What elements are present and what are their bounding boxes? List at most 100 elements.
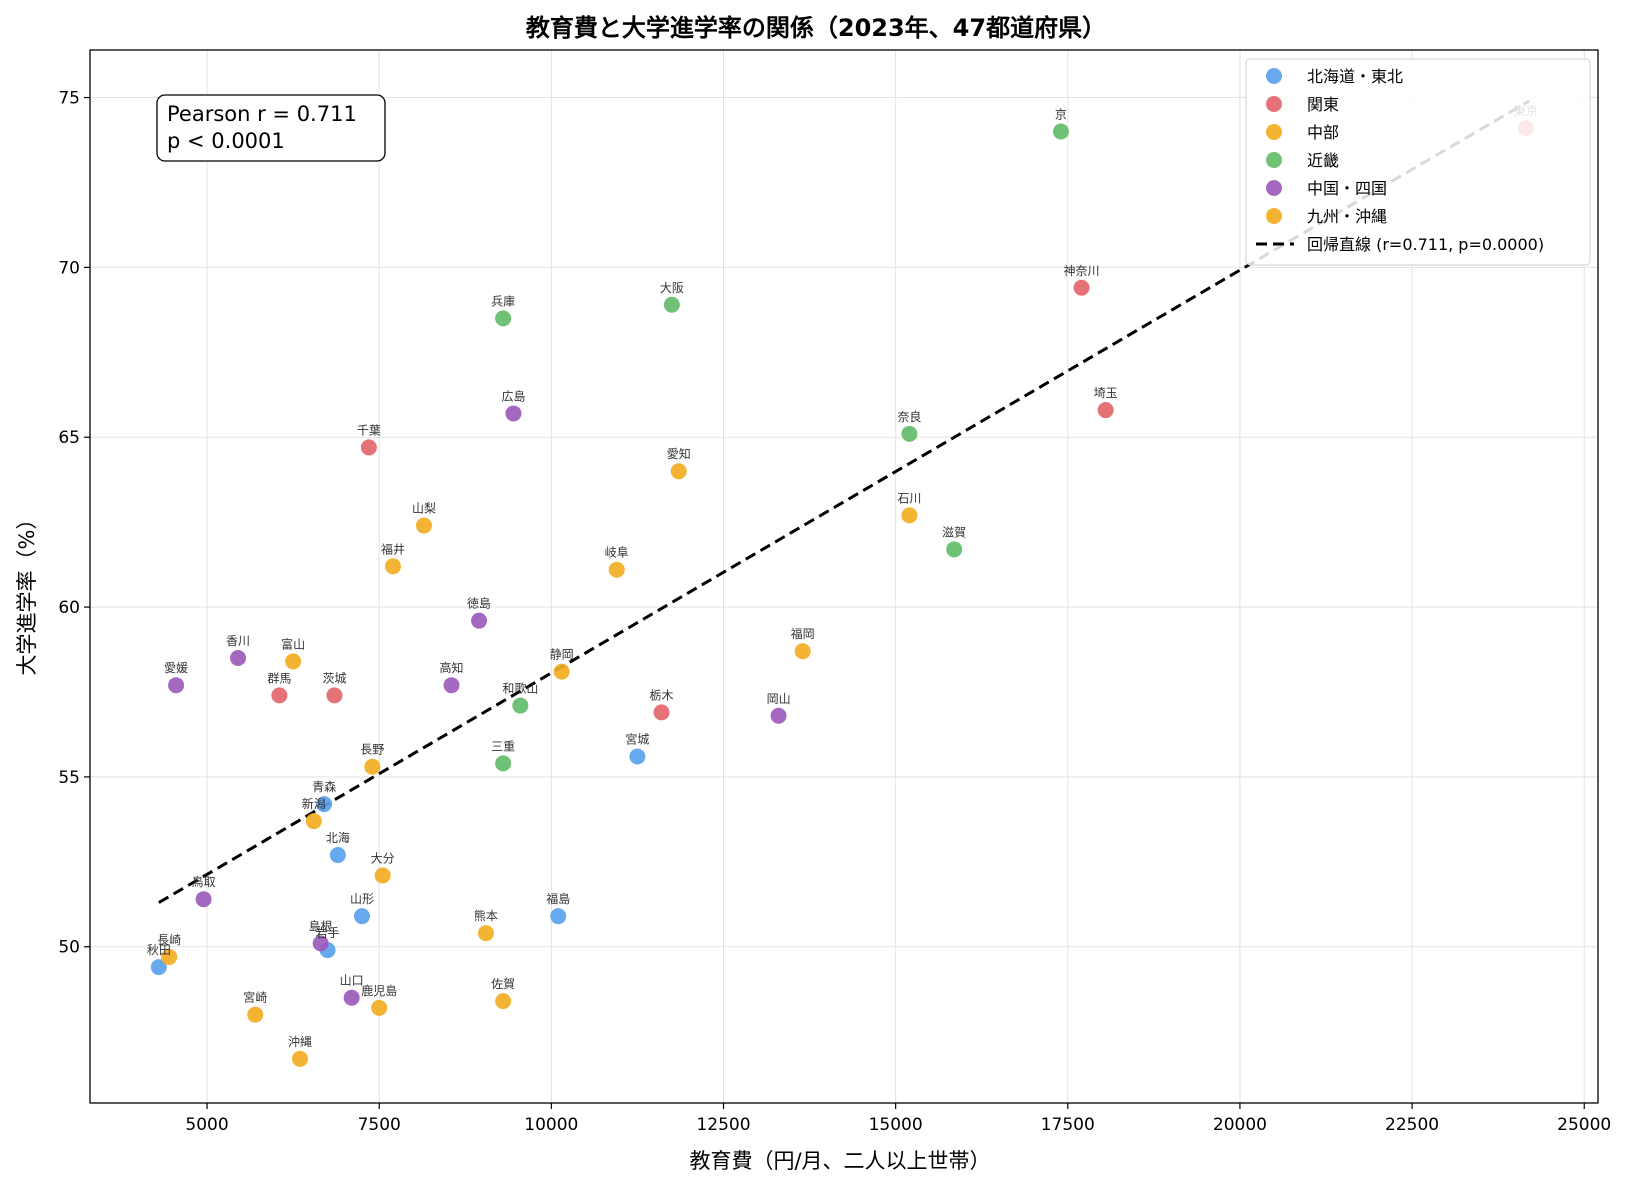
- point-label: 鳥取: [192, 874, 216, 889]
- point-label: 福島: [546, 891, 570, 906]
- data-point: [1052, 123, 1069, 140]
- legend-entry: 中国・四国: [1307, 179, 1387, 198]
- data-point: [360, 439, 377, 456]
- point-label: 大分: [371, 851, 395, 865]
- x-tick-label: 20000: [1213, 1115, 1267, 1135]
- data-point: [329, 847, 346, 864]
- regression-layer: [158, 99, 1530, 904]
- x-tick-label: 5000: [185, 1115, 228, 1135]
- point-label: 青森: [312, 779, 336, 794]
- data-point: [230, 650, 247, 667]
- y-tick-label: 55: [58, 768, 80, 788]
- x-tick-label: 22500: [1385, 1115, 1439, 1135]
- point-label: 富山: [281, 636, 305, 651]
- point-label: 千葉: [357, 423, 381, 437]
- regression-line: [158, 99, 1530, 904]
- point-label: 愛媛: [164, 661, 188, 675]
- point-label: 長崎: [157, 933, 181, 947]
- data-point: [305, 813, 322, 830]
- data-point: [415, 517, 432, 534]
- point-label: 神奈川: [1064, 264, 1100, 278]
- legend-frame: [1245, 58, 1591, 266]
- data-point: [326, 687, 343, 704]
- legend-marker: [1266, 124, 1282, 140]
- point-label: 熊本: [474, 908, 498, 923]
- data-point: [285, 653, 302, 670]
- legend-entry: 北海道・東北: [1307, 67, 1403, 86]
- data-point: [247, 1006, 264, 1023]
- stats-box-frame: [156, 94, 386, 162]
- point-label: 岡山: [767, 692, 791, 706]
- x-axis-label: 教育費（円/月、二人以上世帯）: [689, 1149, 990, 1173]
- point-label: 福岡: [791, 626, 815, 641]
- data-point: [168, 677, 185, 694]
- point-label: 秋田: [147, 943, 171, 957]
- data-point: [512, 697, 529, 714]
- point-label: 沖縄: [288, 1034, 312, 1049]
- point-label: 宮崎: [243, 990, 267, 1005]
- legend-entry: 近畿: [1307, 151, 1339, 170]
- legend-entry: 関東: [1307, 95, 1339, 114]
- data-point: [946, 541, 963, 558]
- point-label: 石川: [897, 491, 921, 505]
- y-axis-label: 大学進学率（%）: [15, 509, 39, 676]
- y-tick-label: 70: [58, 258, 80, 278]
- point-label: 香川: [226, 634, 250, 648]
- point-label: 京: [1055, 108, 1067, 122]
- data-point: [292, 1050, 309, 1067]
- point-label: 広島: [501, 388, 525, 403]
- point-label: 新潟: [302, 796, 326, 811]
- point-label: 和歌山: [502, 681, 538, 696]
- point-labels-layer: 北海青森岩手宮城秋田山形福島茨城栃木群馬埼玉千葉東京神奈川新潟富山石川福井山梨長…: [147, 104, 1538, 1049]
- point-label: 大阪: [660, 281, 684, 295]
- data-point: [495, 755, 512, 772]
- point-label: 佐賀: [491, 977, 515, 991]
- point-label: 山梨: [412, 502, 436, 516]
- point-label: 福井: [381, 541, 405, 556]
- axis-ticks: 5000 7500 10000 12500 15000 17500 20000 22500 25…: [58, 89, 1611, 1135]
- legend-marker: [1266, 180, 1282, 196]
- point-label: 鹿児島: [361, 983, 397, 998]
- data-point: [553, 663, 570, 680]
- data-point: [901, 425, 918, 442]
- point-label: 群馬: [267, 671, 291, 685]
- stats-pearson: Pearson r = 0.711: [167, 102, 357, 126]
- point-label: 徳島: [467, 596, 491, 611]
- point-label: 茨城: [322, 671, 346, 685]
- legend-marker: [1266, 96, 1282, 112]
- point-label: 岐阜: [605, 546, 629, 560]
- y-tick-label: 75: [58, 89, 80, 109]
- data-point: [505, 405, 522, 422]
- data-point: [1097, 402, 1114, 419]
- legend-entry: 九州・沖縄: [1307, 207, 1387, 226]
- data-point: [271, 687, 288, 704]
- data-point: [353, 908, 370, 925]
- data-point: [1073, 279, 1090, 296]
- chart-title: 教育費と大学進学率の関係（2023年、47都道府県）: [526, 14, 1106, 42]
- stats-pvalue: p < 0.0001: [167, 129, 285, 153]
- data-point: [495, 993, 512, 1010]
- data-point: [471, 612, 488, 629]
- x-tick-label: 12500: [696, 1115, 750, 1135]
- x-tick-label: 7500: [358, 1115, 401, 1135]
- y-tick-label: 65: [58, 428, 80, 448]
- legend-marker: [1266, 152, 1282, 168]
- point-label: 愛知: [667, 447, 691, 461]
- y-tick-label: 50: [58, 938, 80, 958]
- legend-marker: [1266, 68, 1282, 84]
- point-label: 奈良: [897, 409, 921, 424]
- y-tick-label: 60: [58, 598, 80, 618]
- point-label: 滋賀: [942, 525, 966, 539]
- point-label: 静岡: [550, 648, 574, 662]
- data-point: [794, 643, 811, 660]
- data-point: [629, 748, 646, 765]
- point-label: 山口: [340, 974, 364, 988]
- data-point: [364, 758, 381, 775]
- data-point: [653, 704, 670, 721]
- data-point: [195, 891, 212, 908]
- point-label: 北海: [326, 830, 350, 845]
- data-point: [161, 948, 178, 965]
- plot-frame: [89, 49, 1599, 1104]
- data-point: [443, 677, 460, 694]
